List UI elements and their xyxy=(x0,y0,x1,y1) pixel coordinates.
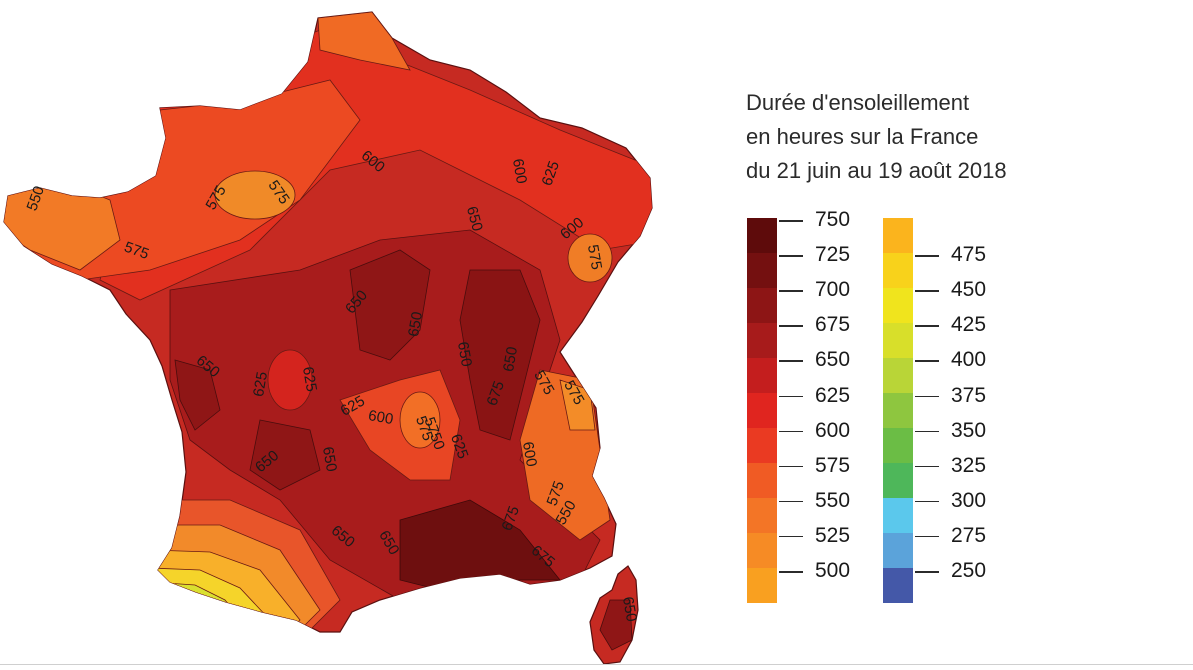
legend-tick-label: 750 xyxy=(815,208,851,231)
legend-tick xyxy=(779,571,803,573)
legend-tick-label: 575 xyxy=(815,453,851,477)
legend-swatch xyxy=(747,568,777,603)
legend-swatch xyxy=(883,428,913,463)
legend-tick xyxy=(915,395,939,397)
contour-label: 625 xyxy=(250,370,271,398)
legend-tick-label: 250 xyxy=(951,559,987,582)
title-line-3: du 21 juin au 19 août 2018 xyxy=(746,158,1007,183)
legend-tick-label: 350 xyxy=(951,418,987,442)
legend-tick-label: 725 xyxy=(815,243,851,267)
legend-tick-label: 450 xyxy=(951,278,987,302)
legend-swatch xyxy=(883,498,913,533)
legend-tick xyxy=(779,395,803,397)
legend-tick-label: 675 xyxy=(815,313,851,337)
sunshine-map: 550 575 575 575 600 600 625 650 600 575 650 650 650 6… xyxy=(3,11,653,665)
legend-tick-label: 300 xyxy=(951,488,987,512)
legend-tick-label: 475 xyxy=(951,243,987,267)
legend-tick-label: 700 xyxy=(815,278,851,302)
legend-tick xyxy=(915,290,939,292)
legend-tick xyxy=(779,535,803,538)
bottom-divider xyxy=(0,664,1193,665)
legend-tick-label: 500 xyxy=(815,559,851,582)
legend-tick-label: 625 xyxy=(815,383,851,407)
legend-tick-label: 325 xyxy=(951,453,987,477)
legend-tick-label: 525 xyxy=(815,523,851,547)
legend-tick xyxy=(779,290,803,292)
contour-label: 650 xyxy=(463,205,486,234)
contour-label: 650 xyxy=(619,595,640,623)
contour-label: 600 xyxy=(519,440,540,468)
legend-swatch xyxy=(883,463,913,498)
legend-tick-label: 600 xyxy=(815,418,851,442)
contour-label: 650 xyxy=(405,310,426,338)
legend-swatch xyxy=(883,358,913,393)
contour-label: 575 xyxy=(584,243,605,271)
legend-tick xyxy=(915,325,939,327)
legend-tick xyxy=(779,430,803,433)
contour-label: 650 xyxy=(319,445,340,473)
legend-tick-label: 375 xyxy=(951,383,987,407)
contour-label: 650 xyxy=(454,340,475,368)
contour-label: 625 xyxy=(299,365,320,393)
legend-tick xyxy=(915,500,939,503)
legend-swatch xyxy=(883,323,913,358)
title-line-1: Durée d'ensoleillement xyxy=(746,90,970,115)
legend-swatch xyxy=(883,288,913,323)
legend-tick-label: 275 xyxy=(951,523,987,547)
legend-tick xyxy=(779,465,803,468)
legend-swatch xyxy=(747,288,777,323)
title-line-2: en heures sur la France xyxy=(746,124,979,149)
legend-swatch xyxy=(883,568,913,603)
legend-tick xyxy=(779,255,803,257)
legend-swatch xyxy=(747,358,777,393)
legend-tick-label: 650 xyxy=(815,348,851,372)
legend-tick xyxy=(915,430,939,433)
contour-label: 600 xyxy=(509,157,530,185)
legend-swatch xyxy=(883,393,913,428)
legend-tick xyxy=(779,500,803,503)
legend-tick xyxy=(779,360,803,362)
legend-title: Durée d'ensoleillement en heures sur la … xyxy=(746,86,1007,188)
legend-swatch xyxy=(747,498,777,533)
legend-swatch xyxy=(747,323,777,358)
legend-swatch xyxy=(747,393,777,428)
legend-swatch xyxy=(747,533,777,568)
legend-tick xyxy=(915,571,939,573)
legend-tick xyxy=(915,465,939,468)
legend-tick xyxy=(915,360,939,362)
legend-tick xyxy=(915,535,939,538)
legend-tick-label: 550 xyxy=(815,488,851,512)
legend-swatch xyxy=(883,253,913,288)
legend-swatch xyxy=(747,253,777,288)
contour-label: 600 xyxy=(367,407,395,428)
legend-swatch xyxy=(747,428,777,463)
legend-tick xyxy=(915,255,939,257)
legend-tick-label: 425 xyxy=(951,313,987,337)
legend-tick-label: 400 xyxy=(951,348,987,372)
legend-swatch xyxy=(747,463,777,498)
contour-label: 650 xyxy=(500,345,521,373)
legend-swatch xyxy=(883,533,913,568)
legend-swatch xyxy=(747,218,777,253)
legend-tick xyxy=(779,220,803,222)
legend-tick xyxy=(779,325,803,327)
legend-swatch xyxy=(883,218,913,253)
